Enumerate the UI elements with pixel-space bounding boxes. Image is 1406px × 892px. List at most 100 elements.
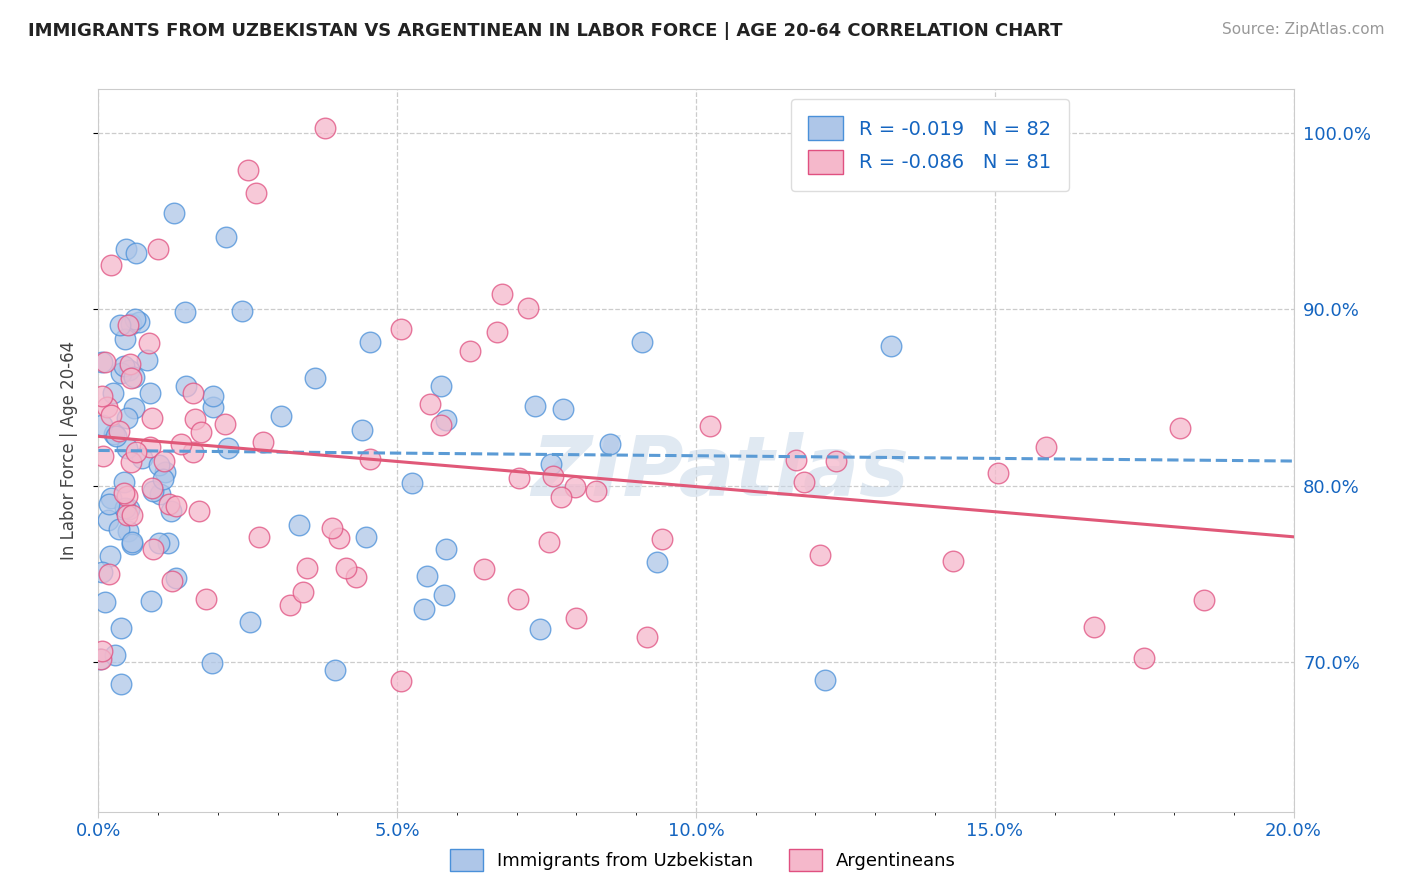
Point [630, 334, 652, 349]
Point [174, 378, 197, 392]
Point [128, 315, 150, 329]
Point [565, 611, 588, 625]
Point [97, 513, 120, 527]
Point [645, 555, 668, 569]
Point [540, 457, 562, 471]
Point [115, 508, 138, 522]
Point [389, 322, 412, 336]
Point [354, 531, 377, 545]
Point [202, 389, 225, 403]
Point [1192, 593, 1215, 607]
Point [270, 409, 292, 424]
Point [1083, 620, 1105, 634]
Point [1035, 440, 1057, 454]
Point [100, 258, 122, 272]
Point [162, 574, 184, 589]
Point [120, 371, 142, 385]
Point [239, 615, 262, 629]
Point [585, 484, 607, 499]
Point [108, 318, 131, 333]
Point [112, 486, 135, 500]
Point [315, 120, 337, 135]
Point [491, 287, 513, 301]
Point [879, 339, 901, 353]
Point [214, 417, 236, 432]
Point [651, 532, 673, 546]
Point [304, 371, 326, 385]
Point [323, 663, 346, 677]
Point [231, 303, 253, 318]
Point [187, 503, 209, 517]
Point [91, 565, 114, 579]
Point [429, 417, 451, 432]
Point [100, 491, 122, 506]
Point [110, 366, 132, 380]
Point [148, 458, 170, 472]
Point [91, 389, 114, 403]
Point [146, 242, 169, 256]
Point [174, 305, 197, 319]
Point [472, 562, 495, 576]
Point [131, 451, 153, 466]
Point [90, 652, 112, 666]
Point [942, 553, 965, 567]
Point [553, 402, 575, 417]
Point [157, 497, 180, 511]
Point [217, 441, 239, 455]
Point [120, 455, 142, 469]
Point [138, 385, 160, 400]
Point [278, 598, 301, 612]
Point [98, 497, 121, 511]
Point [416, 568, 439, 582]
Point [412, 602, 434, 616]
Point [117, 524, 139, 538]
Point [152, 472, 174, 486]
Point [170, 437, 193, 451]
Legend: R = -0.019   N = 82, R = -0.086   N = 81: R = -0.019 N = 82, R = -0.086 N = 81 [792, 99, 1069, 191]
Point [96, 400, 118, 414]
Point [433, 588, 456, 602]
Legend: Immigrants from Uzbekistan, Argentineans: Immigrants from Uzbekistan, Argentineans [443, 842, 963, 879]
Point [359, 335, 381, 350]
Point [808, 548, 831, 562]
Point [516, 301, 538, 316]
Point [288, 518, 311, 533]
Point [118, 362, 141, 376]
Point [117, 318, 139, 333]
Point [114, 332, 136, 346]
Point [165, 499, 187, 513]
Point [115, 242, 138, 256]
Point [121, 508, 143, 523]
Point [159, 503, 181, 517]
Point [114, 501, 136, 516]
Point [90, 355, 112, 369]
Point [107, 424, 129, 438]
Point [328, 532, 350, 546]
Point [201, 656, 224, 670]
Point [115, 489, 138, 503]
Point [142, 484, 165, 499]
Point [181, 385, 204, 400]
Point [785, 453, 807, 467]
Point [599, 437, 621, 451]
Point [124, 312, 146, 326]
Point [104, 648, 127, 662]
Point [352, 423, 374, 437]
Point [141, 411, 163, 425]
Point [238, 163, 260, 178]
Point [157, 536, 180, 550]
Point [344, 570, 367, 584]
Point [564, 480, 586, 494]
Point [537, 535, 560, 549]
Point [699, 419, 721, 434]
Point [814, 673, 837, 687]
Point [90, 644, 112, 658]
Point [195, 592, 218, 607]
Point [184, 411, 207, 425]
Point [135, 353, 157, 368]
Point [190, 425, 212, 440]
Point [429, 378, 451, 392]
Point [249, 530, 271, 544]
Point [103, 386, 125, 401]
Point [335, 560, 357, 574]
